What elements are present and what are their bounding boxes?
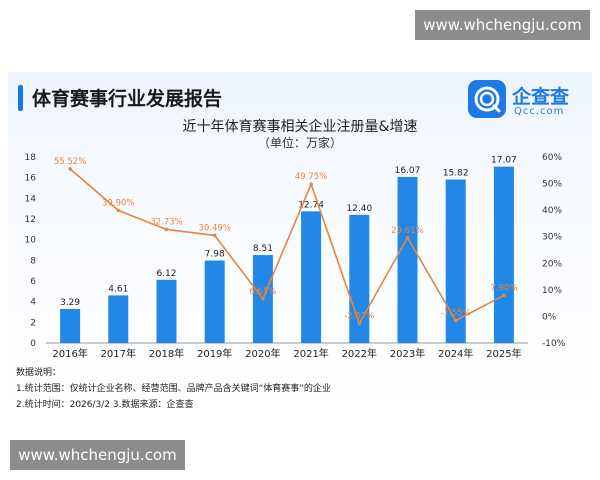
notes-heading: 数据说明： (16, 368, 62, 378)
growth-rate-point (212, 233, 217, 238)
bar-value-label: 3.29 (60, 298, 80, 308)
growth-rate-label: 55.52% (54, 157, 86, 167)
y-left-tick-label: 10 (25, 236, 37, 246)
x-tick-label: 2018年 (149, 347, 184, 360)
y-left-tick-label: 12 (25, 215, 36, 225)
y-right-tick-label: 40% (542, 206, 562, 216)
y-right-tick-label: 0% (542, 312, 557, 322)
y-left-tick-label: 2 (30, 318, 36, 328)
bar-value-label: 4.61 (108, 284, 128, 294)
bar-value-label: 7.98 (205, 250, 225, 260)
y-right-tick-label: -10% (542, 339, 566, 349)
y-right-tick-label: 20% (542, 259, 562, 269)
bar-value-label: 12.40 (346, 204, 372, 214)
y-left-tick-label: 14 (25, 194, 37, 204)
growth-rate-point (357, 321, 362, 326)
x-tick-label: 2023年 (390, 347, 425, 360)
growth-rate-point (309, 182, 313, 187)
bar (108, 295, 129, 343)
bar-value-label: 16.07 (395, 166, 421, 176)
x-tick-label: 2019年 (197, 347, 232, 360)
y-right-tick-label: 60% (542, 153, 562, 163)
x-tick-label: 2025年 (486, 347, 521, 360)
x-tick-label: 2016年 (52, 347, 87, 360)
bar-value-label: 6.12 (156, 269, 176, 279)
bar (445, 179, 466, 343)
x-tick-label: 2020年 (245, 347, 280, 360)
growth-rate-point (502, 293, 506, 298)
y-right-tick-label: 10% (542, 286, 562, 296)
report-title: 体育赛事行业发展报告 (32, 88, 223, 110)
growth-rate-label: 49.75% (295, 172, 327, 182)
y-left-tick-label: 4 (30, 298, 36, 308)
y-left-tick-label: 8 (30, 256, 36, 266)
y-right-tick-label: 50% (542, 180, 562, 190)
bar (156, 279, 177, 343)
growth-rate-point (261, 296, 265, 301)
y-right-tick-label: 30% (542, 233, 562, 243)
bar (493, 166, 514, 343)
x-tick-label: 2024年 (438, 347, 473, 360)
qcc-logo-name: 企查查 (512, 86, 570, 108)
x-tick-label: 2021年 (293, 347, 328, 360)
growth-rate-label: -2.67% (344, 312, 374, 322)
qcc-logo-url: Qcc.com (514, 106, 565, 117)
x-tick-label: 2017年 (101, 347, 136, 360)
bar-value-label: 15.82 (443, 169, 469, 179)
growth-rate-label: 30.49% (198, 223, 230, 233)
title-accent-bar (18, 85, 23, 111)
y-left-tick-label: 6 (30, 277, 36, 287)
growth-rate-point (164, 227, 169, 232)
chart-subtitle: （单位：万家） (257, 136, 342, 150)
bar-value-label: 8.51 (253, 244, 273, 254)
growth-rate-label: 7.90% (490, 283, 517, 293)
y-left-tick-label: 18 (25, 153, 37, 163)
growth-rate-label: 29.61% (391, 226, 423, 236)
notes-line-2: 2.统计时间：2026/3/2 3.数据来源：企查查 (16, 400, 194, 410)
qcc-logo: 企查查 Qcc.com (468, 80, 586, 122)
growth-rate-label: 39.90% (102, 198, 134, 208)
growth-rate-point (116, 208, 121, 213)
x-tick-label: 2022年 (342, 347, 377, 360)
y-left-tick-label: 0 (30, 339, 36, 349)
y-left-tick-label: 16 (25, 174, 37, 184)
bar (397, 176, 418, 343)
growth-rate-label: -1.55% (441, 309, 471, 319)
growth-rate-point (405, 235, 410, 240)
qcc-logo-icon (468, 80, 506, 118)
growth-rate-point (453, 318, 458, 323)
growth-rate-label: 6.65% (249, 287, 276, 297)
bar-value-label: 12.74 (298, 200, 324, 210)
watermark-top: www.whchengju.com (415, 10, 590, 40)
watermark-bottom: www.whchengju.com (10, 440, 185, 470)
bar-value-label: 17.07 (491, 156, 517, 166)
growth-rate-label: 32.73% (150, 217, 182, 227)
growth-rate-point (68, 167, 72, 171)
chart-title: 近十年体育赛事相关企业注册量&增速 (182, 119, 418, 135)
bar (60, 309, 81, 343)
bar (301, 211, 322, 343)
notes-line-1: 1.统计范围：仅统计企业名称、经营范围、品牌产品含关键词“体育赛事”的企业 (16, 384, 331, 394)
growth-rate-line (69, 168, 505, 326)
bar (204, 260, 225, 343)
